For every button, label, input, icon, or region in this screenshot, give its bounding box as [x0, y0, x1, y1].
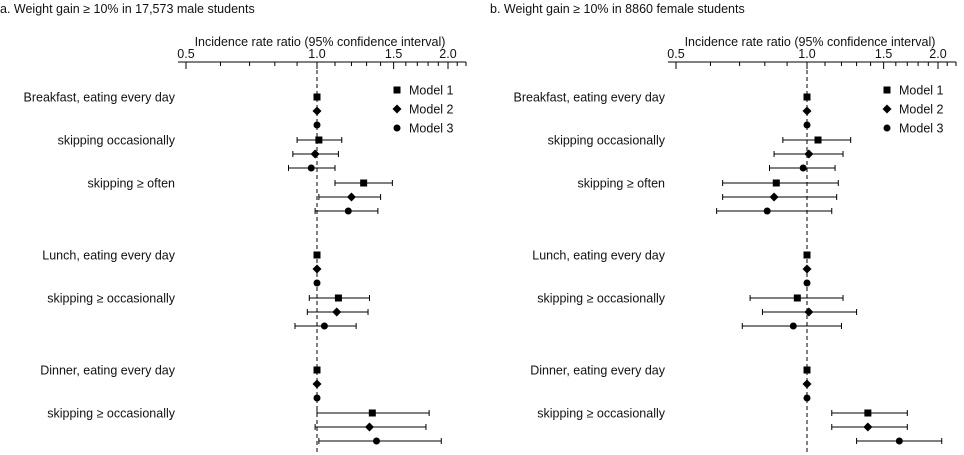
marker-diamond — [364, 422, 374, 432]
row-label: skipping ≥ occasionally — [47, 292, 176, 306]
marker-circle — [320, 322, 328, 330]
forest-panel-female: b. Weight gain ≥ 10% in 8860 female stud… — [490, 0, 964, 455]
row-label: skipping ≥ occasionally — [47, 407, 176, 421]
marker-circle — [789, 322, 797, 330]
marker-circle — [803, 394, 811, 402]
marker-diamond — [863, 422, 873, 432]
panel-title: b. Weight gain ≥ 10% in 8860 female stud… — [490, 2, 745, 16]
legend-label: Model 3 — [899, 122, 944, 136]
marker-diamond — [804, 149, 814, 159]
forest-plot: Incidence rate ratio (95% confidence int… — [514, 35, 957, 452]
marker-diamond — [804, 307, 814, 317]
marker-circle — [313, 279, 321, 287]
marker-circle — [799, 164, 807, 172]
legend-label: Model 3 — [409, 122, 454, 136]
row-label: Breakfast, eating every day — [24, 91, 176, 105]
marker-square — [313, 366, 321, 374]
marker-circle — [883, 124, 891, 132]
marker-circle — [895, 437, 903, 445]
marker-diamond — [769, 192, 779, 202]
marker-diamond — [392, 104, 402, 114]
panel-title: a. Weight gain ≥ 10% in 17,573 male stud… — [0, 2, 255, 16]
forest-panel-male: a. Weight gain ≥ 10% in 17,573 male stud… — [0, 2, 467, 452]
x-tick-label: 0.5 — [667, 47, 684, 61]
marker-circle — [313, 394, 321, 402]
row-label: skipping ≥ occasionally — [537, 292, 666, 306]
x-tick-label: 1.0 — [308, 47, 325, 61]
marker-diamond — [312, 106, 322, 116]
row-label: Lunch, eating every day — [532, 249, 665, 263]
x-tick-label: 2.0 — [929, 47, 946, 61]
marker-circle — [307, 164, 315, 172]
marker-diamond — [882, 104, 892, 114]
marker-circle — [372, 437, 380, 445]
row-label: skipping ≥ often — [578, 177, 666, 191]
row-label: Breakfast, eating every day — [514, 91, 666, 105]
marker-square — [803, 93, 811, 101]
marker-square — [864, 409, 872, 417]
forest-plot: Incidence rate ratio (95% confidence int… — [24, 35, 467, 452]
marker-square — [814, 136, 822, 144]
row-label: skipping occasionally — [548, 134, 666, 148]
legend-label: Model 2 — [409, 103, 454, 117]
marker-diamond — [346, 192, 356, 202]
x-axis-label: Incidence rate ratio (95% confidence int… — [195, 35, 446, 49]
marker-square — [334, 294, 342, 302]
marker-circle — [313, 121, 321, 129]
marker-square — [393, 86, 401, 94]
marker-square — [315, 136, 323, 144]
marker-diamond — [802, 379, 812, 389]
marker-circle — [344, 207, 352, 215]
marker-diamond — [332, 307, 342, 317]
marker-square — [772, 179, 780, 187]
row-label: Dinner, eating every day — [40, 364, 176, 378]
marker-square — [803, 366, 811, 374]
x-tick-label: 1.5 — [875, 47, 892, 61]
marker-square — [883, 86, 891, 94]
marker-square — [803, 251, 811, 259]
marker-square — [313, 251, 321, 259]
legend-label: Model 2 — [899, 103, 944, 117]
marker-circle — [763, 207, 771, 215]
x-tick-label: 0.5 — [177, 47, 194, 61]
x-tick-label: 1.5 — [385, 47, 402, 61]
x-tick-label: 1.0 — [798, 47, 815, 61]
marker-diamond — [802, 106, 812, 116]
legend-label: Model 1 — [899, 84, 944, 98]
marker-diamond — [312, 379, 322, 389]
marker-square — [313, 93, 321, 101]
marker-diamond — [802, 264, 812, 274]
marker-circle — [803, 121, 811, 129]
marker-square — [368, 409, 376, 417]
marker-circle — [393, 124, 401, 132]
row-label: Dinner, eating every day — [530, 364, 666, 378]
marker-diamond — [312, 264, 322, 274]
row-label: Lunch, eating every day — [42, 249, 175, 263]
row-label: skipping ≥ often — [88, 177, 176, 191]
row-label: skipping ≥ occasionally — [537, 407, 666, 421]
marker-square — [360, 179, 368, 187]
x-axis-label: Incidence rate ratio (95% confidence int… — [685, 35, 936, 49]
marker-circle — [803, 279, 811, 287]
x-tick-label: 2.0 — [439, 47, 456, 61]
legend-label: Model 1 — [409, 84, 454, 98]
row-label: skipping occasionally — [58, 134, 176, 148]
marker-diamond — [310, 149, 320, 159]
marker-square — [793, 294, 801, 302]
